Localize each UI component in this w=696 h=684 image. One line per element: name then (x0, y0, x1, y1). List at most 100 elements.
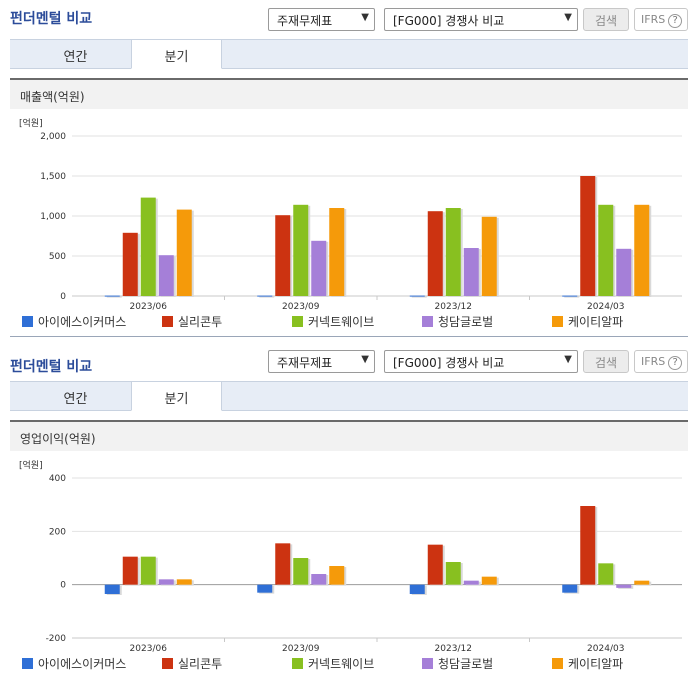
legend-swatch (292, 316, 303, 327)
y-tick-label: 1,500 (40, 172, 66, 182)
search-button[interactable]: 검색 (583, 8, 629, 31)
statement-select[interactable]: 주재무제표 ▼ (268, 350, 375, 373)
y-tick-label: -200 (46, 634, 67, 644)
revenue-legend: 아이에스이커머스 실리콘투 커넥트웨이브 청담글로벌 케이티알파 (22, 313, 682, 329)
search-button[interactable]: 검색 (583, 350, 629, 373)
bar[interactable] (562, 295, 578, 297)
bar[interactable] (463, 248, 479, 296)
bar[interactable] (257, 584, 273, 593)
bar[interactable] (634, 204, 650, 296)
period-tabs: 연간 분기 (10, 381, 688, 411)
bar[interactable] (616, 584, 632, 588)
legend-item[interactable]: 커넥트웨이브 (292, 655, 374, 672)
y-tick-label: 2,000 (40, 132, 66, 142)
legend-label: 청담글로벌 (438, 315, 494, 329)
legend-swatch (162, 316, 173, 327)
x-tick-label: 2024/03 (587, 644, 624, 653)
bar[interactable] (481, 216, 497, 296)
bar[interactable] (176, 209, 192, 296)
bar[interactable] (445, 208, 461, 296)
comparison-select-value: [FG000] 경쟁사 비교 (393, 356, 505, 370)
ifrs-help-button[interactable]: IFRS? (634, 8, 688, 31)
legend-label: 실리콘투 (178, 657, 223, 671)
x-tick-label: 2023/06 (130, 302, 168, 312)
legend-item[interactable]: 실리콘투 (162, 655, 222, 672)
bar[interactable] (122, 232, 138, 296)
bar[interactable] (257, 295, 273, 297)
y-tick-label: 0 (60, 292, 66, 302)
bar[interactable] (634, 580, 650, 585)
bar[interactable] (158, 579, 174, 585)
bar[interactable] (580, 506, 596, 585)
chevron-down-icon: ▼ (361, 12, 369, 23)
comparison-select[interactable]: [FG000] 경쟁사 비교 ▼ (384, 350, 578, 373)
legend-swatch (552, 658, 563, 669)
statement-select[interactable]: 주재무제표 ▼ (268, 8, 375, 31)
x-tick-label: 2024/03 (587, 302, 624, 312)
legend-item[interactable]: 케이티알파 (552, 313, 623, 330)
bar[interactable] (275, 215, 291, 296)
y-tick-label: 1,000 (40, 212, 66, 222)
tab-quarterly[interactable]: 분기 (131, 381, 222, 411)
bar[interactable] (427, 211, 443, 296)
tab-annual[interactable]: 연간 (63, 392, 88, 407)
bar[interactable] (176, 579, 192, 585)
bar[interactable] (598, 204, 614, 296)
legend-item[interactable]: 청담글로벌 (422, 313, 493, 330)
bar-shadow (564, 296, 580, 298)
operating-profit-chart: [억원] -200 0 200 400 2023/06 2023/09 2023/12 2024… (10, 455, 688, 653)
tab-quarterly[interactable]: 분기 (131, 39, 222, 69)
bar[interactable] (311, 240, 327, 296)
bar[interactable] (616, 248, 632, 296)
comparison-select-value: [FG000] 경쟁사 비교 (393, 14, 505, 28)
panel-divider (10, 336, 688, 337)
bar[interactable] (293, 204, 309, 296)
bar-shadow (106, 296, 122, 298)
comparison-select[interactable]: [FG000] 경쟁사 비교 ▼ (384, 8, 578, 31)
legend-item[interactable]: 청담글로벌 (422, 655, 493, 672)
bar[interactable] (409, 295, 425, 297)
legend-item[interactable]: 실리콘투 (162, 313, 222, 330)
legend-swatch (552, 316, 563, 327)
bar[interactable] (122, 556, 138, 585)
chevron-down-icon: ▼ (361, 354, 369, 365)
bar[interactable] (104, 295, 120, 297)
bar[interactable] (598, 563, 614, 585)
bar[interactable] (481, 576, 497, 585)
bar[interactable] (329, 566, 345, 585)
bar[interactable] (293, 558, 309, 585)
bar[interactable] (140, 197, 156, 296)
statement-select-value: 주재무제표 (277, 356, 333, 370)
help-icon: ? (668, 356, 683, 370)
bar[interactable] (580, 176, 596, 296)
legend-swatch (22, 316, 33, 327)
bar[interactable] (463, 580, 479, 585)
bar[interactable] (409, 584, 425, 594)
legend-item[interactable]: 커넥트웨이브 (292, 313, 374, 330)
legend-swatch (162, 658, 173, 669)
bar[interactable] (562, 584, 578, 593)
bar[interactable] (275, 543, 291, 585)
bar[interactable] (311, 574, 327, 585)
revenue-chart: [억원] 0 500 1,000 1,500 2,000 2023/06 2023/09 202… (10, 112, 688, 312)
bar[interactable] (445, 562, 461, 585)
legend-label: 케이티알파 (568, 657, 624, 671)
tab-annual[interactable]: 연간 (63, 50, 88, 65)
bar[interactable] (140, 556, 156, 585)
ifrs-help-button[interactable]: IFRS? (634, 350, 688, 373)
bar[interactable] (104, 584, 120, 594)
bar[interactable] (158, 255, 174, 296)
legend-label: 아이에스이커머스 (38, 315, 127, 329)
x-tick-label: 2023/06 (130, 644, 168, 653)
legend-item[interactable]: 아이에스이커머스 (22, 655, 126, 672)
legend-item[interactable]: 케이티알파 (552, 655, 623, 672)
statement-select-value: 주재무제표 (277, 14, 333, 28)
operating-profit-legend: 아이에스이커머스 실리콘투 커넥트웨이브 청담글로벌 케이티알파 (22, 655, 682, 671)
y-tick-label: 200 (49, 527, 66, 537)
bar[interactable] (427, 544, 443, 585)
legend-label: 실리콘투 (178, 315, 223, 329)
bar[interactable] (329, 208, 345, 296)
legend-label: 커넥트웨이브 (308, 315, 375, 329)
legend-item[interactable]: 아이에스이커머스 (22, 313, 126, 330)
chart-subtitle: 매출액(억원) (10, 78, 688, 109)
